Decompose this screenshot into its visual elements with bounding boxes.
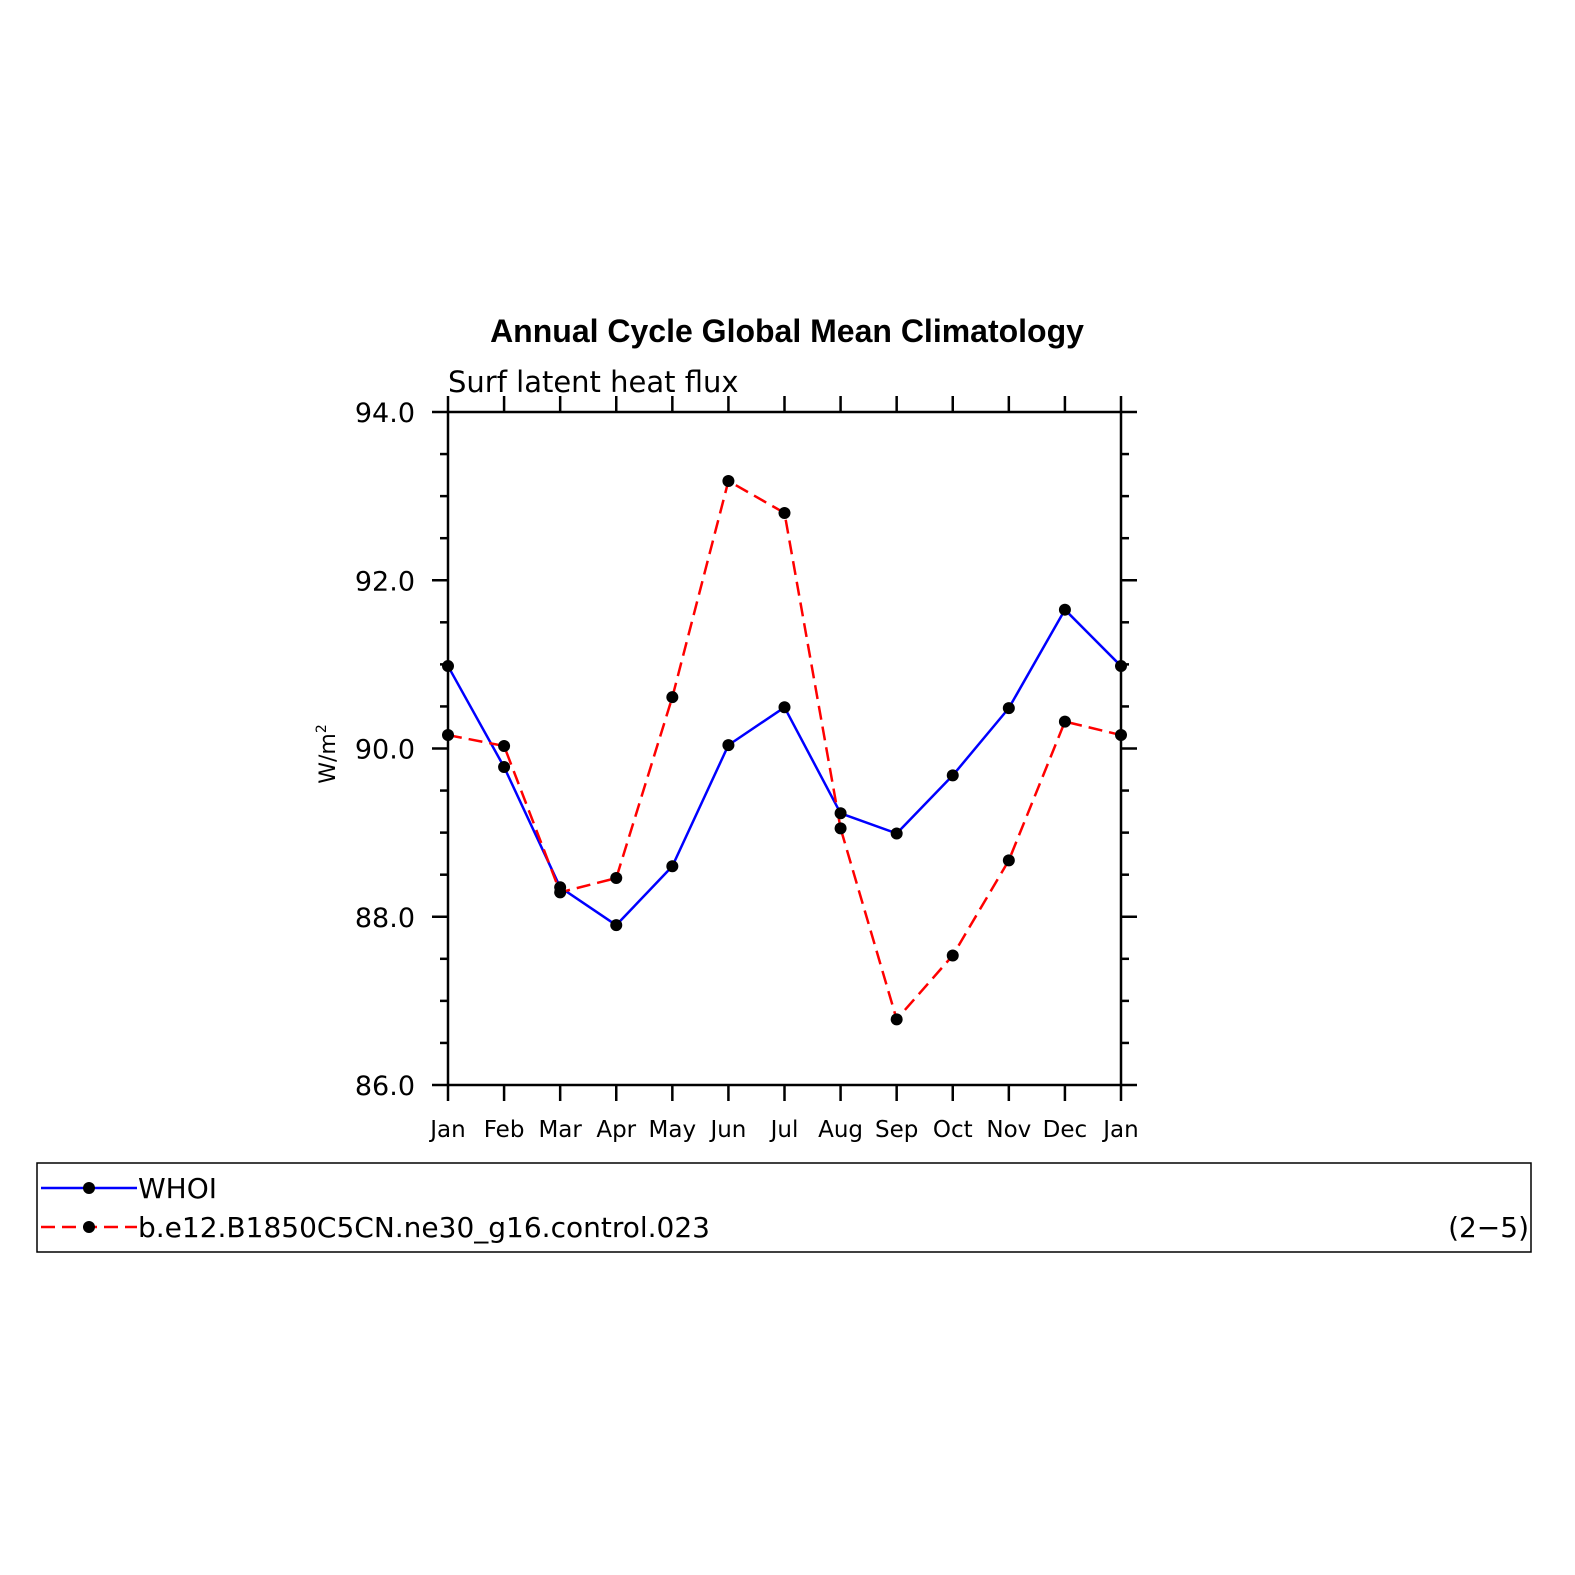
- series-2-point: [722, 474, 735, 487]
- panel-label: (2−5): [1448, 1211, 1529, 1244]
- series-2-point: [946, 949, 959, 962]
- legend-box: [36, 1162, 1532, 1253]
- series-2-point: [498, 739, 511, 752]
- y-axis-label-unit: W/m: [316, 733, 341, 784]
- y-tick-label: 88.0: [355, 903, 415, 934]
- axes: Jan Feb Mar Apr May Jun Jul Aug Sep Oct Nov Dec Jan 8…: [355, 396, 1139, 1143]
- series-2-point: [890, 1013, 903, 1026]
- series-1-point: [946, 769, 959, 782]
- x-tick-label: Dec: [1043, 1117, 1088, 1143]
- series-1-point: [610, 919, 623, 932]
- x-tick-label: Oct: [933, 1117, 973, 1143]
- chart-title: Annual Cycle Global Mean Climatology: [490, 313, 1084, 349]
- x-tick-label: Sep: [875, 1117, 918, 1143]
- chart-subtitle: Surf latent heat flux: [448, 365, 739, 399]
- series-1-point: [722, 739, 735, 752]
- series-2-point: [610, 872, 623, 885]
- series-1-point: [442, 660, 454, 673]
- series-1-point: [498, 761, 511, 774]
- x-tick-label: Jan: [428, 1117, 465, 1143]
- legend: WHOI b.e12.B1850C5CN.ne30_g16.control.023: [41, 1172, 710, 1244]
- x-tick-label: Jul: [769, 1117, 799, 1143]
- series-2-point: [442, 729, 454, 742]
- legend-label-1: WHOI: [138, 1172, 217, 1205]
- x-tick-label: Jan: [1101, 1117, 1138, 1143]
- series-2-point: [834, 822, 847, 835]
- y-tick-label: 90.0: [355, 735, 415, 766]
- series-1-point: [778, 701, 791, 714]
- y-axis-label-exponent: 2: [314, 724, 330, 733]
- series-line-1: [446, 608, 1122, 927]
- series-2-point: [1115, 729, 1127, 742]
- series-line-2: [447, 479, 1122, 1021]
- x-tick-label: Apr: [596, 1117, 636, 1143]
- x-tick-label: May: [649, 1117, 697, 1143]
- series-2-point: [666, 691, 679, 704]
- series-2-point: [554, 886, 567, 899]
- series-1-point: [1115, 660, 1127, 673]
- x-tick-label: Feb: [484, 1117, 525, 1143]
- series-1-point: [666, 860, 679, 873]
- y-tick-label: 92.0: [355, 566, 415, 597]
- y-axis-label: W/m2: [314, 724, 341, 784]
- legend-marker-1: [83, 1182, 95, 1194]
- legend-marker-2: [83, 1221, 95, 1233]
- series-2-point: [1002, 854, 1015, 867]
- y-tick-label: 86.0: [355, 1071, 415, 1102]
- series-2-point: [1058, 715, 1071, 728]
- series-layer: [442, 474, 1127, 1026]
- series-1-point: [1058, 603, 1071, 616]
- series-1-point: [1002, 702, 1015, 715]
- series-1-point: [890, 827, 903, 840]
- x-tick-label: Jun: [708, 1117, 746, 1143]
- x-tick-label: Nov: [986, 1117, 1031, 1143]
- legend-label-2: b.e12.B1850C5CN.ne30_g16.control.023: [138, 1211, 710, 1244]
- x-tick-label: Aug: [818, 1117, 863, 1143]
- x-tick-label: Mar: [538, 1117, 582, 1143]
- series-1-point: [834, 807, 847, 820]
- series-2-point: [778, 506, 791, 519]
- y-tick-label: 94.0: [355, 398, 415, 429]
